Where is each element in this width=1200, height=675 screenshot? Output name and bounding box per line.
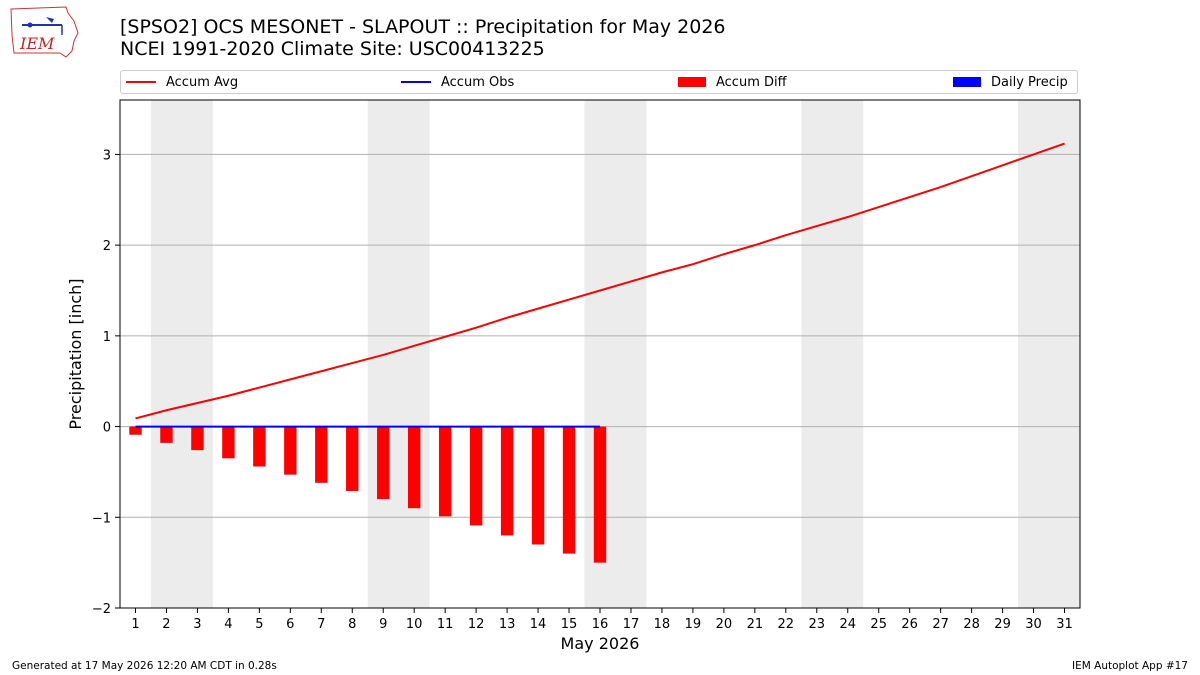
bar-accum-diff xyxy=(315,426,328,483)
legend-label-accum-obs: Accum Obs xyxy=(441,74,515,90)
series-lines xyxy=(135,142,1065,428)
chart-title: [SPSO2] OCS MESONET - SLAPOUT :: Precipi… xyxy=(120,16,726,38)
x-tick-label: 13 xyxy=(499,617,516,632)
footer-app: IEM Autoplot App #17 xyxy=(1072,660,1188,672)
x-tick-label: 17 xyxy=(623,617,640,632)
weekend-band xyxy=(150,100,213,608)
legend-swatch-accum-avg xyxy=(126,81,156,83)
x-axis-label: May 2026 xyxy=(561,634,640,653)
y-tick-label: 1 xyxy=(103,330,111,345)
legend-item-accum-avg: Accum Avg xyxy=(126,71,238,93)
footer-generated: Generated at 17 May 2026 12:20 AM CDT in… xyxy=(12,660,277,672)
legend-item-accum-obs: Accum Obs xyxy=(401,71,514,93)
bar-accum-diff xyxy=(469,426,483,526)
bar-accum-diff xyxy=(438,426,452,517)
x-tick-label: 6 xyxy=(286,617,294,632)
chart-legend: Accum Avg Accum Obs Accum Diff Daily Pre… xyxy=(120,70,1078,94)
x-tick-label: 10 xyxy=(406,617,423,632)
x-tick-label: 29 xyxy=(994,617,1011,632)
x-tick-label: 24 xyxy=(839,617,856,632)
iem-logo: IEM xyxy=(10,6,79,58)
x-tick-label: 20 xyxy=(716,617,733,632)
y-tick-label: 2 xyxy=(103,239,111,254)
x-tick-label: 26 xyxy=(901,617,918,632)
x-tick-label: 18 xyxy=(654,617,671,632)
legend-swatch-daily-precip xyxy=(953,77,981,87)
line-accum-avg xyxy=(135,142,1065,420)
x-tick-label: 12 xyxy=(468,617,485,632)
y-tick-label: 3 xyxy=(103,148,111,163)
x-axis-ticks: 1 2 3 4 5 6 7 8 9 10 11 12 13 14 15 16 17 18 19 20 21 22 23 24 2… xyxy=(131,608,1073,632)
legend-label-accum-avg: Accum Avg xyxy=(166,74,239,90)
x-tick-label: 2 xyxy=(162,617,170,632)
x-tick-label: 25 xyxy=(870,617,887,632)
bar-accum-diff xyxy=(129,426,142,435)
x-tick-label: 19 xyxy=(685,617,702,632)
y-tick-label: 0 xyxy=(103,421,111,436)
bar-accum-diff xyxy=(284,426,297,475)
bar-accum-diff xyxy=(160,426,173,443)
bar-accum-diff xyxy=(408,426,421,509)
bar-accum-diff xyxy=(500,426,514,536)
x-tick-label: 14 xyxy=(530,617,547,632)
bar-accum-diff xyxy=(531,426,545,545)
legend-swatch-accum-obs xyxy=(401,81,431,83)
bar-accum-diff xyxy=(253,426,266,467)
x-tick-label: 15 xyxy=(561,617,578,632)
x-tick-label: 4 xyxy=(224,617,232,632)
accum-diff-bars xyxy=(129,426,607,563)
x-tick-label: 11 xyxy=(437,617,454,632)
x-tick-label: 31 xyxy=(1056,617,1073,632)
y-axis-label: Precipitation [inch] xyxy=(66,278,85,429)
legend-label-accum-diff: Accum Diff xyxy=(716,74,787,90)
y-tick-label: −1 xyxy=(92,511,111,526)
x-tick-label: 8 xyxy=(348,617,356,632)
x-tick-label: 9 xyxy=(379,617,387,632)
chart-subtitle: NCEI 1991-2020 Climate Site: USC00413225 xyxy=(120,38,545,60)
x-tick-label: 7 xyxy=(317,617,325,632)
x-tick-label: 23 xyxy=(809,617,826,632)
legend-item-accum-diff: Accum Diff xyxy=(678,71,787,93)
weekend-band xyxy=(1018,100,1080,608)
y-tick-label: −2 xyxy=(92,602,111,617)
x-tick-label: 16 xyxy=(592,617,609,632)
x-tick-label: 21 xyxy=(747,617,764,632)
bar-accum-diff xyxy=(222,426,235,459)
weekend-band xyxy=(801,100,864,608)
x-tick-label: 28 xyxy=(963,617,980,632)
x-tick-label: 22 xyxy=(778,617,795,632)
bar-accum-diff xyxy=(562,426,576,554)
x-tick-label: 3 xyxy=(193,617,201,632)
legend-item-daily-precip: Daily Precip xyxy=(953,71,1068,93)
logo-text: IEM xyxy=(19,34,55,53)
y-axis-ticks: −2 −1 0 1 2 3 xyxy=(92,148,120,617)
bar-accum-diff xyxy=(377,426,390,500)
x-tick-label: 1 xyxy=(131,617,139,632)
legend-swatch-accum-diff xyxy=(678,77,706,87)
weekend-shading xyxy=(150,100,1080,608)
x-tick-label: 5 xyxy=(255,617,263,632)
bar-accum-diff xyxy=(191,426,204,451)
bar-accum-diff xyxy=(593,426,607,563)
legend-label-daily-precip: Daily Precip xyxy=(991,74,1068,90)
x-tick-label: 30 xyxy=(1025,617,1042,632)
bar-accum-diff xyxy=(346,426,359,491)
x-tick-label: 27 xyxy=(932,617,949,632)
weekend-band xyxy=(367,100,430,608)
